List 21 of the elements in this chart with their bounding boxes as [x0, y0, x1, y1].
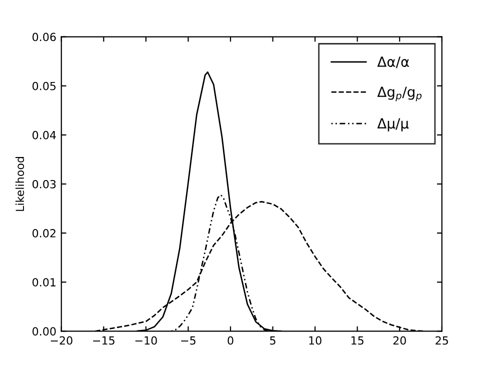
x-tick-label: 10: [309, 336, 322, 345]
x-tick-label: −10: [135, 336, 157, 345]
y-axis-title: Likelihood: [15, 157, 24, 211]
x-tick-label: 15: [351, 336, 364, 345]
x-tick-label: −15: [93, 336, 114, 345]
x-tick-label: 20: [393, 336, 406, 345]
y-tick-label: 0.05: [32, 82, 56, 90]
x-tick-label: 25: [436, 336, 448, 345]
x-tick-label: 0: [228, 336, 234, 345]
y-tick-label: 0.04: [32, 130, 56, 140]
x-tick-label: −20: [50, 336, 72, 345]
x-tick-label: −5: [181, 336, 196, 345]
y-tick-label: 0.00: [32, 327, 56, 336]
y-tick-label: 0.02: [32, 229, 56, 238]
y-tick-label: 0.01: [32, 278, 56, 287]
y-tick-label: 0.06: [32, 32, 56, 42]
legend-label: Δg$_{p}$/g$_{p}$: [377, 86, 422, 102]
y-tick-label: 0.03: [32, 180, 56, 188]
legend-label: Δμ/μ: [377, 118, 409, 132]
legend-label: Δα/α: [377, 56, 410, 68]
x-tick-label: 5: [270, 336, 276, 345]
